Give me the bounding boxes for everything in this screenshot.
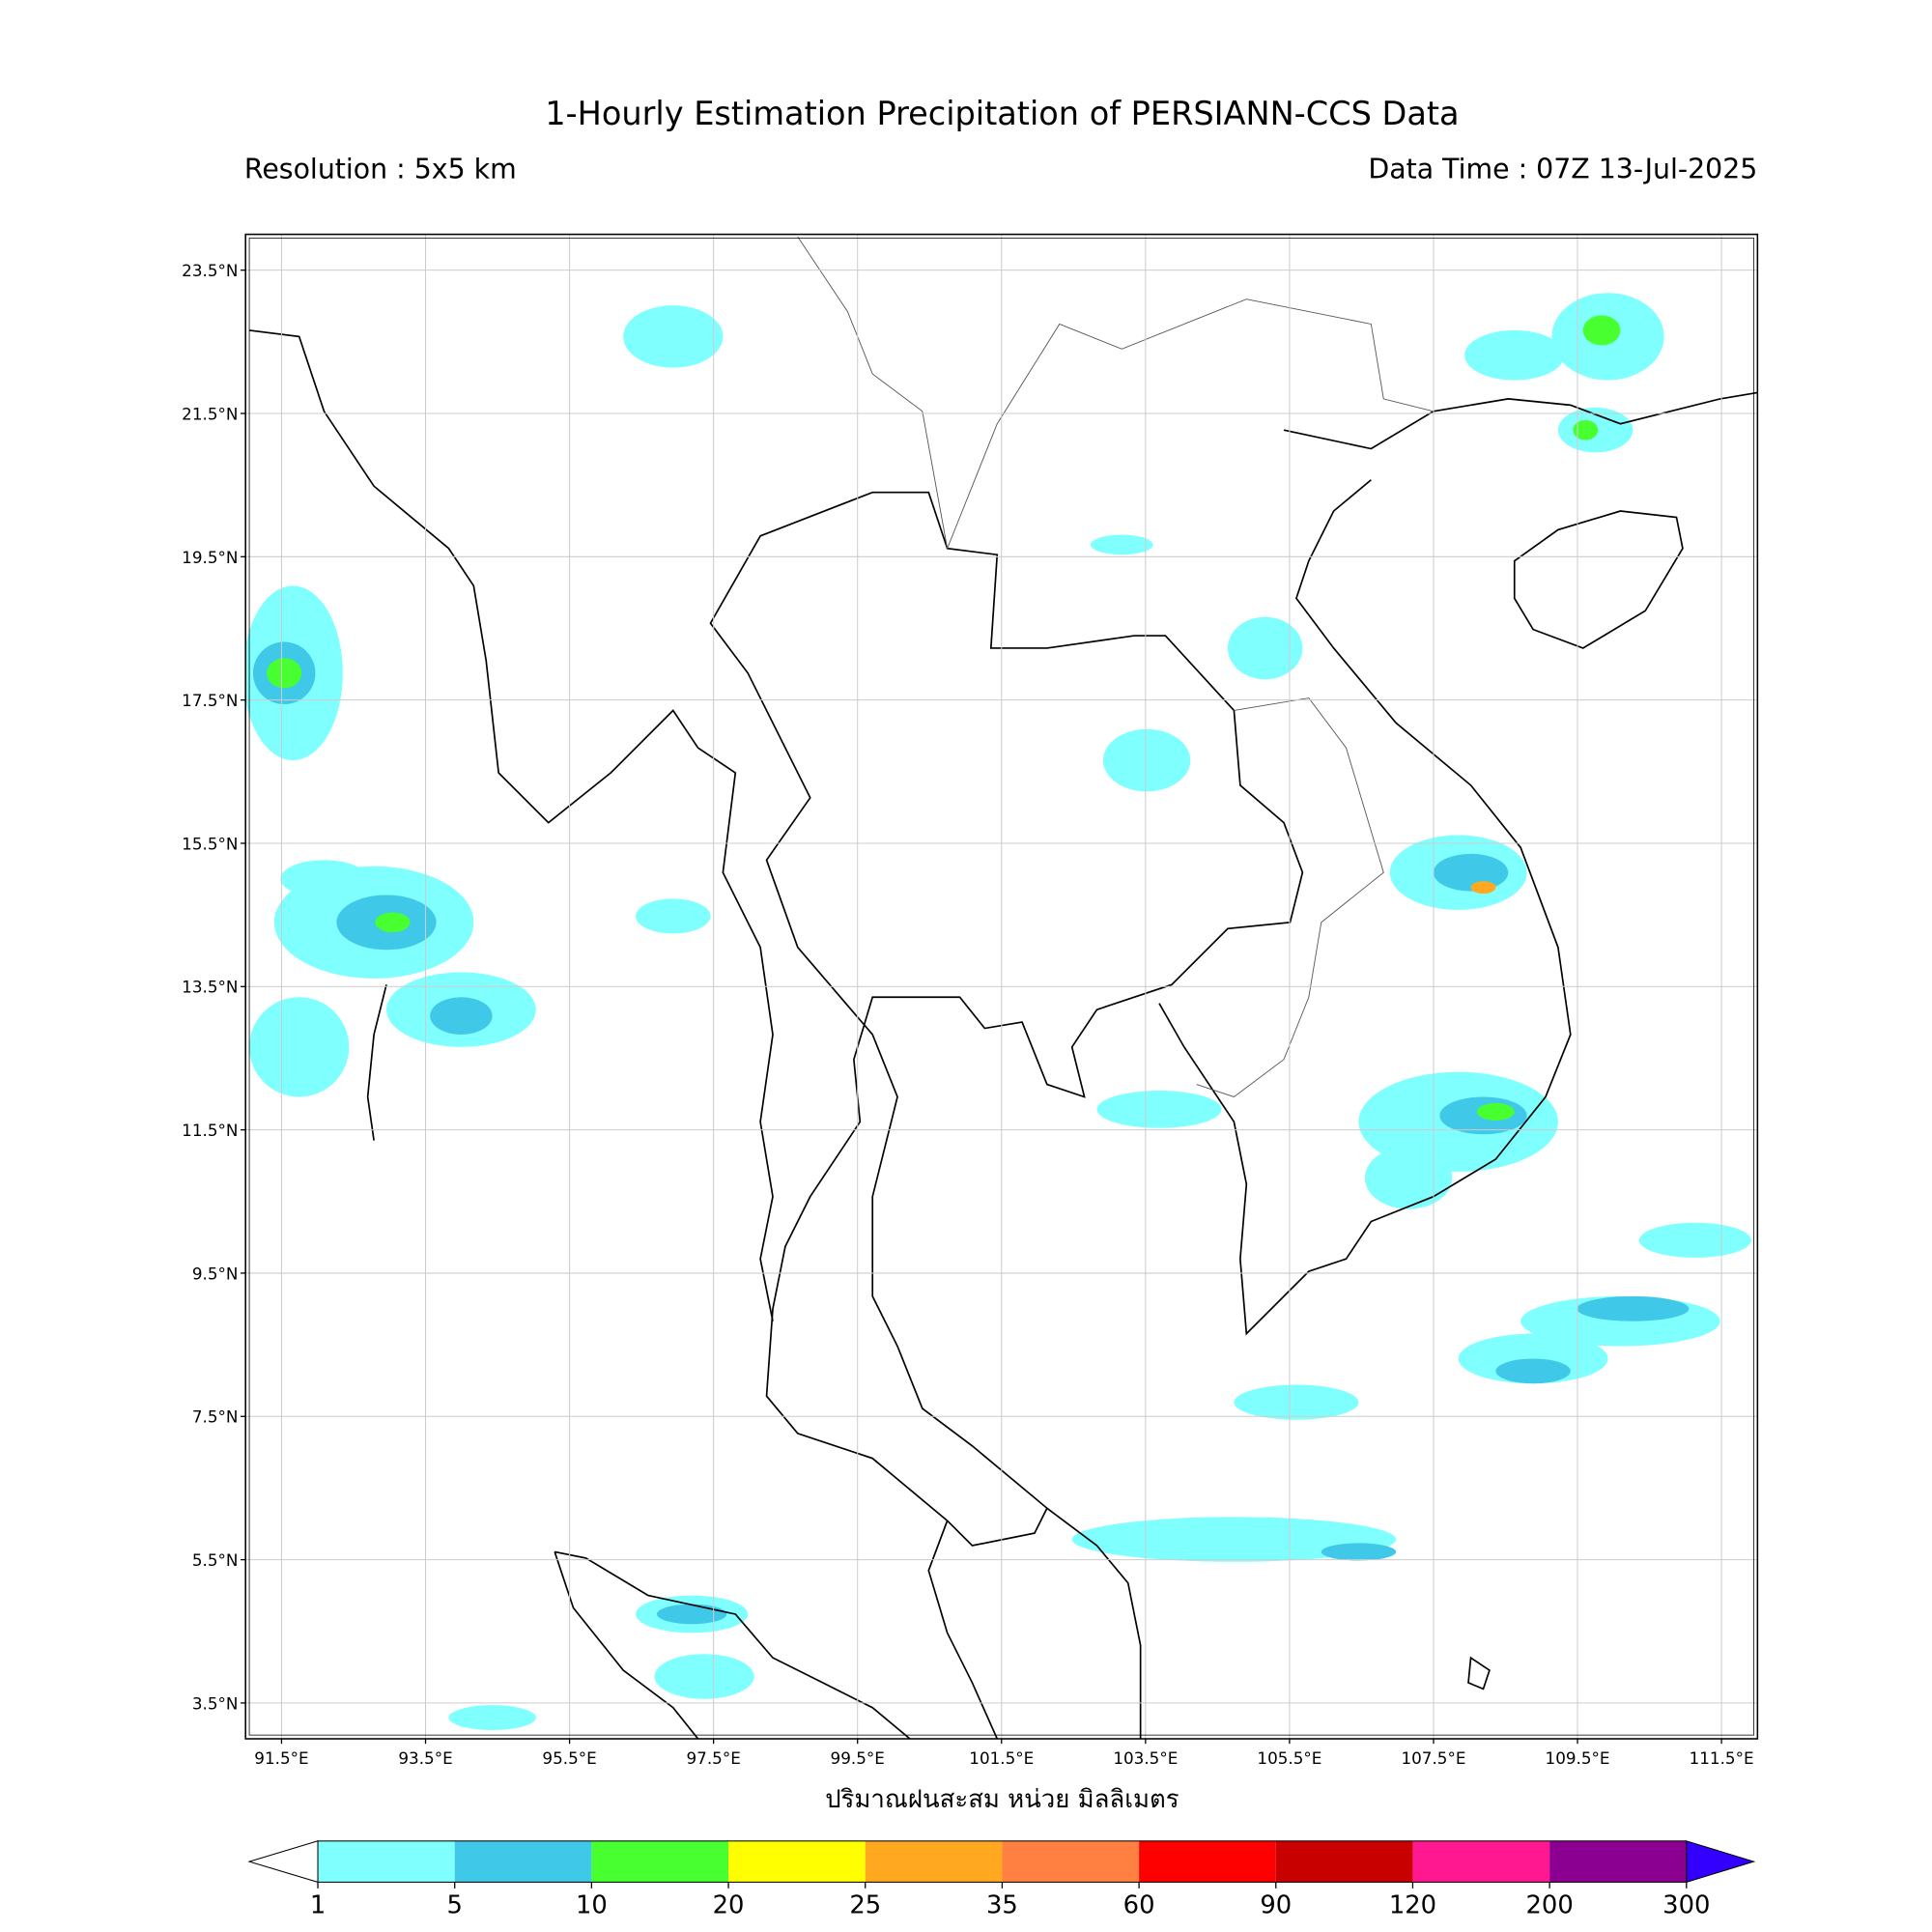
vietnam-coast [1158, 391, 1758, 1336]
lat-tick-label: 5.5°N [192, 1550, 239, 1570]
rain-area [448, 1705, 536, 1730]
axes: 23.5°N 21.5°N 19.5°N 17.5°N 15.5°N 13.5°N 11.5… [182, 233, 1759, 1768]
rain-area [267, 658, 302, 689]
colorbar-label: 25 [849, 1891, 881, 1920]
lon-tick-label: 103.5°E [1113, 1748, 1178, 1768]
map-area [245, 236, 1758, 1739]
colorbar-under [247, 1840, 319, 1884]
lat-tick-label: 19.5°N [182, 548, 238, 567]
rain-area [1495, 1358, 1571, 1384]
lat-tick-label: 17.5°N [182, 691, 238, 710]
rain-area [1573, 419, 1599, 440]
rain-area [1096, 1091, 1222, 1128]
lat-tick-label: 21.5°N [182, 404, 238, 423]
colorbar-bin [1549, 1840, 1687, 1883]
rain-area [1433, 853, 1509, 892]
rain-area [636, 898, 711, 934]
thailand-outline [709, 491, 1304, 1547]
rain-area [1071, 1517, 1397, 1562]
coastlines [248, 236, 1758, 1739]
map-frame-inner [248, 238, 1754, 1736]
precip-field [245, 293, 1751, 1730]
colorbar-bin [1002, 1840, 1140, 1883]
malaysia-coast [927, 1507, 1142, 1739]
colorbar-label: 300 [1662, 1891, 1710, 1920]
colorbar-label: 5 [446, 1891, 462, 1920]
rain-area [1582, 315, 1621, 346]
colorbar-bin [318, 1840, 455, 1883]
colorbar-bin [865, 1840, 1003, 1883]
colorbar-bin [728, 1840, 866, 1883]
x-axis-label: ปริมาณฝนสะสม หน่วย มิลลิเมตร [825, 1785, 1179, 1814]
rain-area [1364, 1147, 1453, 1209]
lat-tick-label: 7.5°N [192, 1407, 239, 1427]
rain-area [375, 912, 411, 933]
resolution: Resolution : 5x5 km [244, 154, 517, 185]
lon-tick-label: 93.5°E [398, 1748, 452, 1768]
rain-area [280, 860, 368, 898]
colorbar-label: 90 [1260, 1891, 1292, 1920]
hainan-coast [1513, 510, 1684, 649]
colorbar-label: 10 [576, 1891, 608, 1920]
data-time: Data Time : 07Z 13-Jul-2025 [1368, 154, 1757, 185]
lon-tick-label: 107.5°E [1401, 1748, 1465, 1768]
rain-area [1577, 1295, 1690, 1321]
lon-tick-label: 91.5°E [254, 1748, 308, 1768]
sumatra-coast [554, 1550, 911, 1739]
colorbar-label: 200 [1526, 1891, 1574, 1920]
country-borders [797, 236, 1434, 1097]
lat-tick-label: 23.5°N [182, 261, 238, 280]
rain-area [1102, 728, 1191, 792]
myanmar-coast [248, 329, 774, 1321]
lat-tick-label: 11.5°N [182, 1121, 238, 1140]
colorbar: 1 5 10 20 25 35 60 90 120 200 300 [247, 1840, 1756, 1920]
rain-area [1091, 534, 1153, 555]
lon-tick-label: 105.5°E [1257, 1748, 1321, 1768]
colorbar-label: 20 [713, 1891, 745, 1920]
lon-tick-label: 109.5°E [1546, 1748, 1610, 1768]
colorbar-label: 60 [1123, 1891, 1155, 1920]
lon-tick-label: 99.5°E [831, 1748, 885, 1768]
map-frame [244, 233, 1759, 1740]
lat-tick-label: 15.5°N [182, 834, 238, 853]
rain-area [657, 1604, 727, 1625]
colorbar-bin [454, 1840, 592, 1883]
colorbar-bin [1275, 1840, 1413, 1883]
rain-area [1321, 1543, 1397, 1561]
lon-tick-label: 95.5°E [542, 1748, 596, 1768]
colorbar-bin [591, 1840, 729, 1883]
rain-area [1477, 1102, 1515, 1121]
rain-area [1464, 329, 1565, 381]
lat-tick-label: 3.5°N [192, 1693, 239, 1713]
rain-area [1234, 1384, 1359, 1420]
lat-tick-label: 13.5°N [182, 978, 238, 997]
rain-area [654, 1654, 754, 1699]
title: 1-Hourly Estimation Precipitation of PER… [545, 95, 1459, 132]
rain-area [430, 997, 493, 1035]
colorbar-label: 35 [986, 1891, 1018, 1920]
lat-tick-label: 9.5°N [192, 1264, 239, 1283]
colorbar-label: 1 [310, 1891, 326, 1920]
colorbar-over [1686, 1840, 1756, 1884]
rain-area [1638, 1222, 1751, 1258]
rain-area [1227, 616, 1303, 680]
colorbar-label: 120 [1389, 1891, 1436, 1920]
rain-area [1470, 881, 1496, 895]
colorbar-bin [1139, 1840, 1276, 1883]
rain-area [249, 997, 350, 1097]
lon-tick-label: 111.5°E [1690, 1748, 1754, 1768]
rain-area [623, 305, 724, 368]
colorbar-bin [1412, 1840, 1550, 1883]
lon-tick-label: 101.5°E [969, 1748, 1034, 1768]
islands [366, 984, 1491, 1690]
lon-tick-label: 97.5°E [686, 1748, 740, 1768]
